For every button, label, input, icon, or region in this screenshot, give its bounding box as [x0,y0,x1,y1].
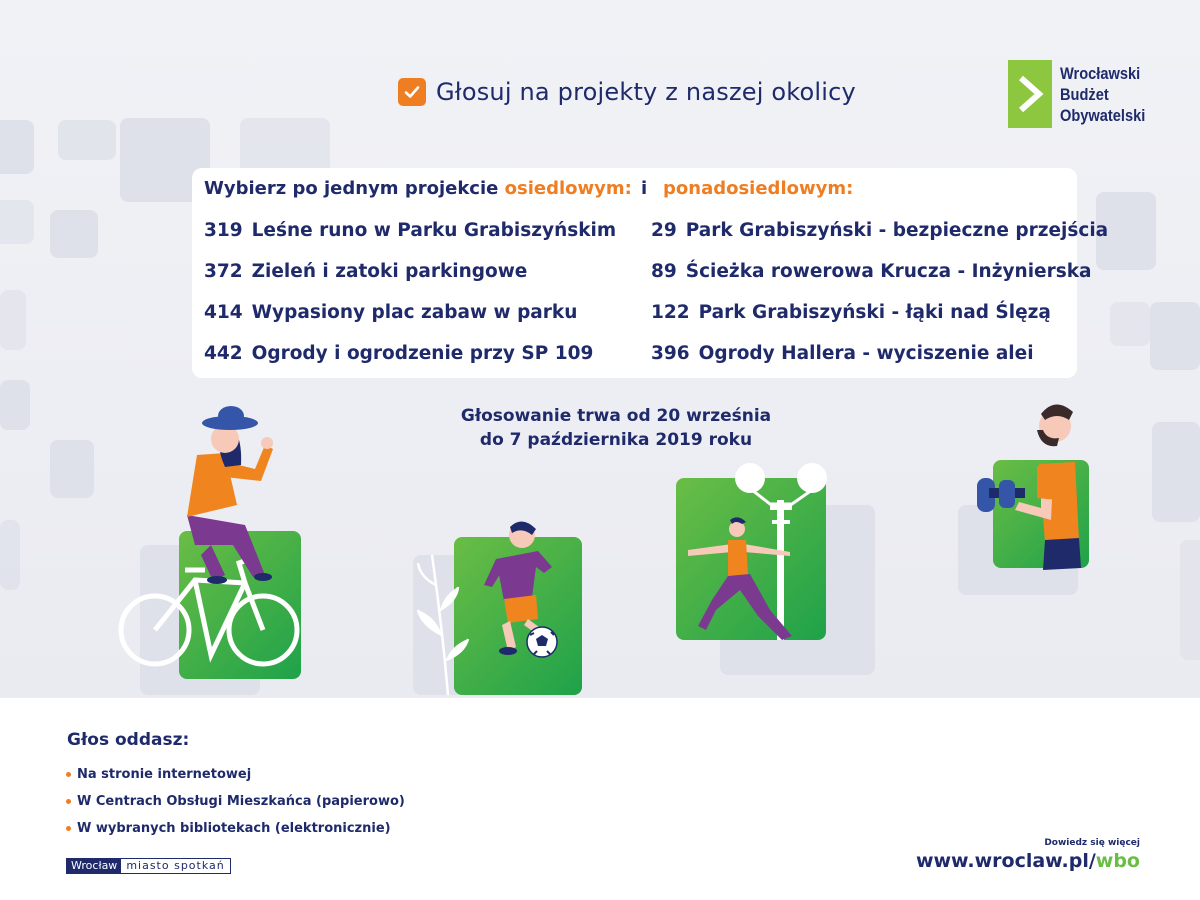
project-item: 372 Zieleń i zatoki parkingowe [204,261,616,302]
background-tile [0,290,26,350]
vote-method-label: W Centrach Obsługi Mieszkańca (papierowo… [77,794,405,809]
background-tile [0,120,34,174]
project-number: 319 [204,220,243,241]
project-number: 414 [204,302,243,323]
woman-on-bike-icon [118,406,300,667]
logo-line: Budżet [1060,84,1109,104]
city-logo: Wrocław miasto spotkań [66,858,231,874]
bullet-icon [66,772,71,777]
heading-city-label: ponadosiedlowym: [663,178,854,199]
logo-line: Wrocławski [1060,63,1141,83]
background-tile [1096,192,1156,270]
voting-dates: Głosowanie trwa od 20 września do 7 paźd… [400,404,832,452]
checkbox-checked-icon [398,78,426,106]
background-tile [0,200,34,244]
project-name: Park Grabiszyński - bezpieczne przejścia [685,220,1109,241]
background-tile [1150,302,1200,370]
projects-heading-left: Wybierz po jednym projekcie osiedlowym: [204,178,632,199]
background-tile [0,380,30,430]
vote-methods-list: Na stronie internetowej W Centrach Obsłu… [66,761,405,842]
project-name: Zieleń i zatoki parkingowe [251,261,528,282]
project-name: Leśne runo w Parku Grabiszyńskim [251,220,617,241]
city-logo-left: Wrocław [67,859,122,873]
bullet-icon [66,799,71,804]
city-logo-right: miasto spotkań [121,859,230,873]
project-number: 442 [204,343,243,364]
vote-method-item: Na stronie internetowej [66,761,405,788]
boy-with-ball-icon [416,521,558,696]
local-projects-list: 319 Leśne runo w Parku Grabiszyńskim 372 Z… [204,220,616,384]
heading-intro: Wybierz po jednym projekcie [204,178,499,199]
green-square [676,478,826,640]
projects-panel: Wybierz po jednym projekcie osiedlowym: … [192,168,1108,378]
header: Głosuj na projekty z naszej okolicy [398,76,856,108]
yoga-woman-lamp-icon [688,463,827,640]
project-number: 29 [651,220,677,241]
background-tile [1152,422,1200,522]
website-link-main[interactable]: www.wroclaw.pl/ [915,850,1096,872]
project-item: 89 Ścieżka rowerowa Krucza - Inżynierska [651,261,1108,302]
project-name: Ścieżka rowerowa Krucza - Inżynierska [685,261,1092,282]
vote-methods-title: Głos oddasz: [67,730,190,750]
background-tile [0,520,20,590]
heading-conjunction: i [641,178,648,199]
project-item: 29 Park Grabiszyński - bezpieczne przejśc… [651,220,1108,261]
project-item: 396 Ogrody Hallera - wyciszenie alei [651,343,1108,384]
project-item: 122 Park Grabiszyński - łąki nad Ślęzą [651,302,1108,343]
project-item: 414 Wypasiony plac zabaw w parku [204,302,616,343]
project-number: 396 [651,343,690,364]
heading-local-label: osiedlowym: [504,178,632,199]
bullet-icon [66,826,71,831]
project-item: 442 Ogrody i ogrodzenie przy SP 109 [204,343,616,384]
vote-method-label: W wybranych bibliotekach (elektronicznie… [77,821,391,836]
background-tile [58,120,116,160]
project-number: 122 [651,302,690,323]
project-name: Wypasiony plac zabaw w parku [251,302,578,323]
background-tile [1110,302,1150,346]
project-name: Park Grabiszyński - łąki nad Ślęzą [698,302,1051,323]
website-link[interactable]: www.wroclaw.pl/wbo [900,850,1140,872]
vote-method-item: W Centrach Obsługi Mieszkańca (papierowo… [66,788,405,815]
background-tile [1180,540,1200,660]
logo-text: Wrocławski Budżet Obywatelski [1060,60,1145,128]
yoga-illustration [672,460,837,685]
wbo-logo: Wrocławski Budżet Obywatelski [1008,60,1159,128]
project-number: 89 [651,261,677,282]
project-item: 319 Leśne runo w Parku Grabiszyńskim [204,220,616,261]
background-tile [50,210,98,258]
background-tile [50,440,94,498]
voting-dates-line: Głosowanie trwa od 20 września [460,406,772,426]
more-info-label: Dowiedz się więcej [1044,838,1140,848]
weightlifter-illustration [975,400,1090,572]
website-link-suffix[interactable]: wbo [1095,850,1140,872]
man-with-dumbbell-icon [977,404,1081,570]
logo-line: Obywatelski [1060,105,1146,125]
vote-method-item: W wybranych bibliotekach (elektronicznie… [66,815,405,842]
voting-dates-line: do 7 października 2019 roku [479,430,753,450]
project-number: 372 [204,261,243,282]
footballer-illustration [412,515,587,700]
page-title: Głosuj na projekty z naszej okolicy [436,78,856,106]
project-name: Ogrody i ogrodzenie przy SP 109 [251,343,594,364]
chevron-right-icon [1008,60,1052,128]
vote-method-label: Na stronie internetowej [77,767,252,782]
cyclist-illustration [115,405,305,685]
project-name: Ogrody Hallera - wyciszenie alei [698,343,1034,364]
city-projects-list: 29 Park Grabiszyński - bezpieczne przejśc… [651,220,1108,384]
